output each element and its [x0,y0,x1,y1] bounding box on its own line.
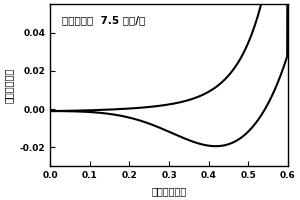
X-axis label: 电压（伏特）: 电压（伏特） [152,186,187,196]
Text: 扫描速度：  7.5 毫伏/秒: 扫描速度： 7.5 毫伏/秒 [62,16,145,26]
Y-axis label: 电流（安培）: 电流（安培） [4,68,14,103]
